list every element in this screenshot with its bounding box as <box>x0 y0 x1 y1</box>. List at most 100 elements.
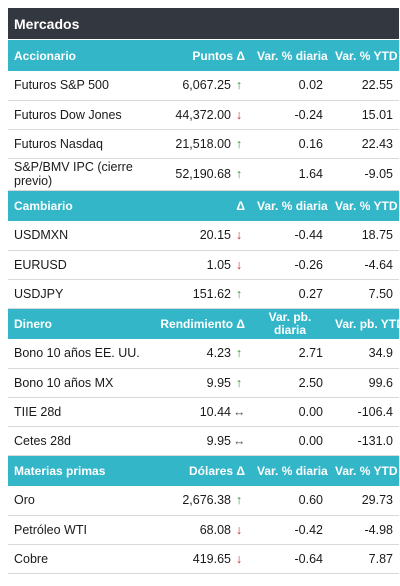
table-row: USDMXN 20.15 ↓ -0.44 18.75 <box>8 221 399 251</box>
row-value: 419.65 <box>192 551 231 566</box>
header-daily: Var. pb. diaria <box>251 308 329 339</box>
header-category: Accionario <box>8 40 153 71</box>
row-name: TIIE 28d <box>8 397 153 427</box>
row-ytd: -4.98 <box>329 515 399 545</box>
row-ytd: 22.43 <box>329 129 399 159</box>
row-daily: 0.60 <box>251 486 329 516</box>
table-row: Futuros S&P 500 6,067.25 ↑ 0.02 22.55 <box>8 71 399 101</box>
row-ytd: 22.55 <box>329 71 399 101</box>
table-row: Oro 2,676.38 ↑ 0.60 29.73 <box>8 486 399 516</box>
table-row: TIIE 28d 10.44 ↔ 0.00 -106.4 <box>8 397 399 427</box>
row-daily: -0.42 <box>251 515 329 545</box>
markets-table: Accionario Puntos Δ Var. % diaria Var. %… <box>8 40 400 574</box>
header-ytd: Var. pb. YTD <box>329 308 400 339</box>
row-name: Petróleo WTI <box>8 515 153 545</box>
row-daily: 0.27 <box>251 279 329 309</box>
arrow-flat-icon: ↔ <box>233 433 246 448</box>
row-value: 10.44 <box>199 404 231 419</box>
row-ytd: -131.0 <box>329 426 399 456</box>
row-value: 4.23 <box>206 346 231 361</box>
row-daily: 2.71 <box>251 339 329 369</box>
panel-title: Mercados <box>8 8 399 39</box>
section-header-accionario: Accionario Puntos Δ Var. % diaria Var. %… <box>8 40 399 71</box>
arrow-down-icon: ↓ <box>235 107 243 122</box>
header-ytd: Var. % YTD <box>329 40 399 71</box>
row-ytd: 34.9 <box>329 339 399 369</box>
arrow-down-icon: ↓ <box>235 522 243 537</box>
header-daily: Var. % diaria <box>251 40 329 71</box>
row-daily: 1.64 <box>251 158 329 191</box>
row-daily: -0.64 <box>251 544 329 574</box>
row-name: EURUSD <box>8 250 153 280</box>
header-category: Dinero <box>8 308 153 339</box>
arrow-flat-icon: ↔ <box>233 404 246 419</box>
row-name: Bono 10 años MX <box>8 368 153 398</box>
table-row: Cetes 28d 9.95 ↔ 0.00 -131.0 <box>8 426 399 456</box>
header-value: Rendimiento Δ <box>153 308 251 339</box>
row-name: S&P/BMV IPC (cierre previo) <box>8 158 153 191</box>
row-ytd: 15.01 <box>329 100 399 130</box>
row-ytd: -106.4 <box>329 397 399 427</box>
row-name: Oro <box>8 486 153 516</box>
header-value: Dólares Δ <box>153 455 251 486</box>
row-value: 9.95 <box>206 375 231 390</box>
arrow-down-icon: ↓ <box>235 551 243 566</box>
row-value: 44,372.00 <box>175 107 231 122</box>
header-daily: Var. % diaria <box>251 455 329 486</box>
row-name: Cetes 28d <box>8 426 153 456</box>
table-row: Cobre 419.65 ↓ -0.64 7.87 <box>8 544 399 574</box>
arrow-up-icon: ↑ <box>235 286 243 301</box>
row-name: Futuros S&P 500 <box>8 71 153 101</box>
table-row: Futuros Dow Jones 44,372.00 ↓ -0.24 15.01 <box>8 100 399 130</box>
row-name: Futuros Dow Jones <box>8 100 153 130</box>
row-ytd: 7.50 <box>329 279 399 309</box>
row-value: 68.08 <box>199 522 231 537</box>
row-ytd: 99.6 <box>329 368 399 398</box>
table-row: S&P/BMV IPC (cierre previo) 52,190.68 ↑ 1… <box>8 158 399 191</box>
row-daily: 0.00 <box>251 397 329 427</box>
header-ytd: Var. % YTD <box>329 190 399 221</box>
section-header-materias-primas: Materias primas Dólares Δ Var. % diaria … <box>8 455 399 486</box>
header-value: Puntos Δ <box>153 40 251 71</box>
header-daily: Var. % diaria <box>251 190 329 221</box>
row-daily: -0.44 <box>251 221 329 251</box>
header-ytd: Var. % YTD <box>329 455 399 486</box>
table-row: Futuros Nasdaq 21,518.00 ↑ 0.16 22.43 <box>8 129 399 159</box>
header-category: Materias primas <box>8 455 153 486</box>
table-row: EURUSD 1.05 ↓ -0.26 -4.64 <box>8 250 399 280</box>
section-header-cambiario: Cambiario Δ Var. % diaria Var. % YTD <box>8 190 399 221</box>
row-daily: -0.24 <box>251 100 329 130</box>
row-name: USDJPY <box>8 279 153 309</box>
header-value: Δ <box>153 190 251 221</box>
row-daily: 0.16 <box>251 129 329 159</box>
row-value: 6,067.25 <box>182 78 231 93</box>
row-daily: 0.00 <box>251 426 329 456</box>
header-category: Cambiario <box>8 190 153 221</box>
row-ytd: -9.05 <box>329 158 399 191</box>
row-name: USDMXN <box>8 221 153 251</box>
row-value: 1.05 <box>206 257 231 272</box>
row-name: Futuros Nasdaq <box>8 129 153 159</box>
table-row: Petróleo WTI 68.08 ↓ -0.42 -4.98 <box>8 515 399 545</box>
arrow-up-icon: ↑ <box>235 136 243 151</box>
row-name: Bono 10 años EE. UU. <box>8 339 153 369</box>
row-daily: 2.50 <box>251 368 329 398</box>
arrow-down-icon: ↓ <box>235 257 243 272</box>
arrow-up-icon: ↑ <box>235 167 243 181</box>
row-value: 9.95 <box>206 433 231 448</box>
row-ytd: 18.75 <box>329 221 399 251</box>
arrow-up-icon: ↑ <box>235 78 243 93</box>
table-row: Bono 10 años MX 9.95 ↑ 2.50 99.6 <box>8 368 399 398</box>
row-value: 21,518.00 <box>175 136 231 151</box>
row-value: 52,190.68 <box>175 167 231 181</box>
table-row: Bono 10 años EE. UU. 4.23 ↑ 2.71 34.9 <box>8 339 399 369</box>
row-value: 20.15 <box>199 228 231 243</box>
row-name: Cobre <box>8 544 153 574</box>
row-value: 2,676.38 <box>182 493 231 508</box>
table-row: USDJPY 151.62 ↑ 0.27 7.50 <box>8 279 399 309</box>
section-header-dinero: Dinero Rendimiento Δ Var. pb. diaria Var… <box>8 308 400 339</box>
row-daily: 0.02 <box>251 71 329 101</box>
row-ytd: 7.87 <box>329 544 399 574</box>
arrow-up-icon: ↑ <box>235 375 243 390</box>
